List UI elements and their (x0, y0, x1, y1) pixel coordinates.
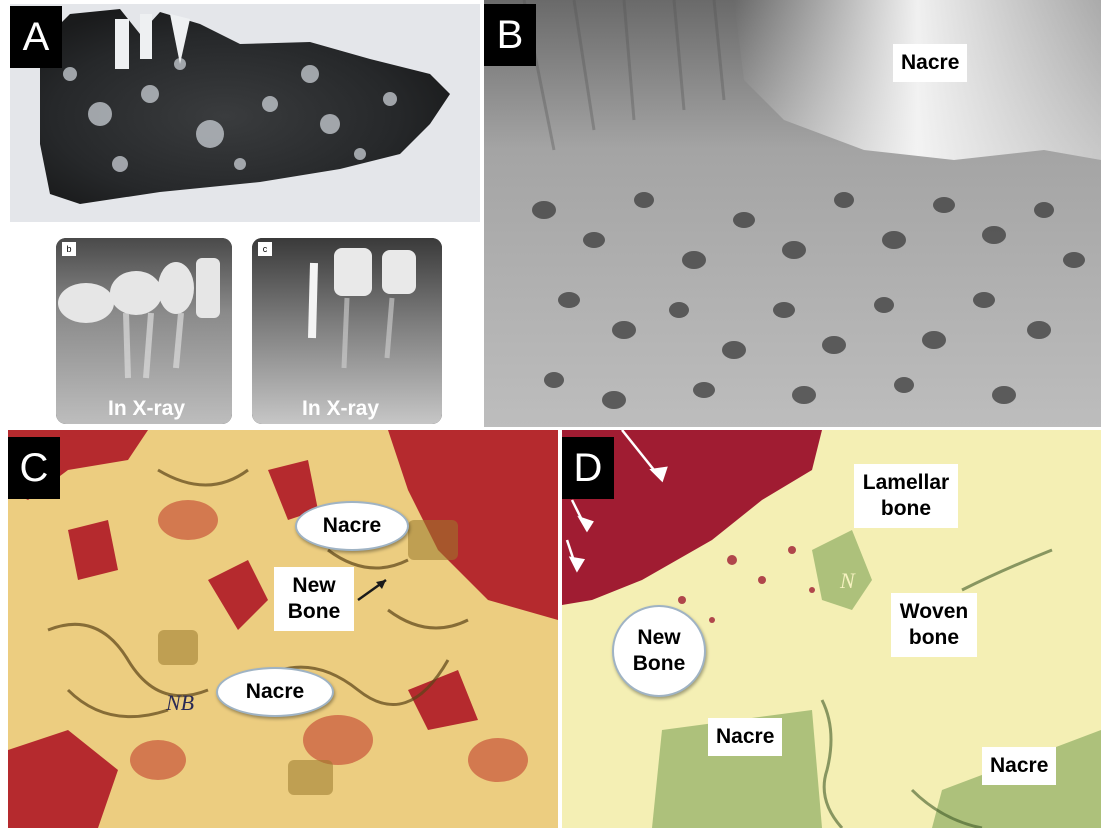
xray-b (56, 238, 232, 424)
panel-d-letter: D (562, 437, 614, 499)
histology-c-image (8, 430, 558, 828)
panel-d-new-bone: New Bone (612, 605, 706, 697)
jaw-photo (10, 4, 480, 222)
panel-c-nacre-bottom: Nacre (216, 667, 334, 717)
panel-b: B Nacre (484, 0, 1101, 427)
panel-d-n-mark: N (840, 568, 855, 593)
panel-b-letter: B (484, 4, 536, 66)
panel-d-lamellar: Lamellar bone (854, 464, 958, 528)
panel-c-arrow (357, 578, 387, 602)
panel-a-letter: A (10, 6, 62, 68)
xray-b-tag: b (62, 242, 76, 256)
xray-c-tag: c (258, 242, 272, 256)
panel-d-woven: Woven bone (891, 593, 977, 657)
panel-d-nacre-left: Nacre (708, 718, 783, 756)
xray-b-label: In X-ray (108, 397, 186, 420)
panel-c: NB C Nacre New Bone Nacre (8, 430, 558, 828)
xray-c (252, 238, 442, 424)
panel-c-nacre-top: Nacre (295, 501, 409, 551)
panel-a: b In X-ray c In X-ray A (0, 0, 480, 425)
panel-c-letter: C (8, 437, 60, 499)
panel-d-nacre-right: Nacre (982, 747, 1057, 785)
xray-c-label: In X-ray (302, 397, 380, 420)
histology-b-image (484, 0, 1101, 427)
panel-b-nacre-label: Nacre (893, 44, 968, 82)
panel-c-nb-mark: NB (166, 690, 195, 715)
panel-d: N D Lamellar bone Woven bone New Bone Na… (562, 430, 1101, 828)
panel-c-new-bone: New Bone (274, 567, 354, 631)
